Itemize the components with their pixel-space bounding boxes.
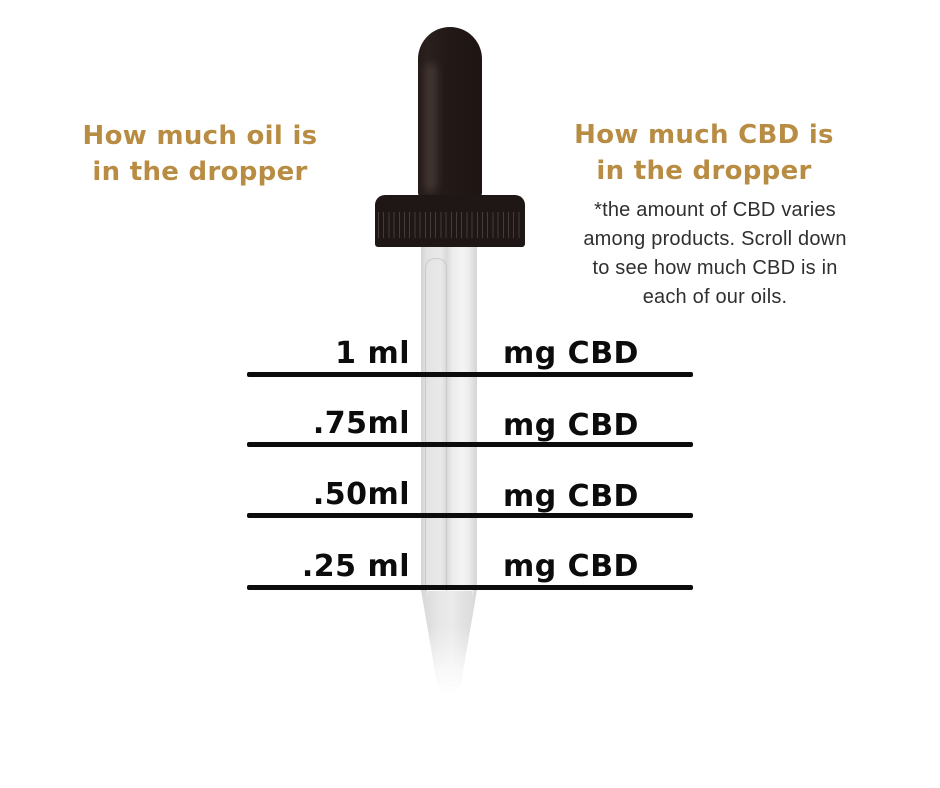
- measurement-line-25ml: [247, 585, 693, 590]
- note-line: among products. Scroll down: [583, 228, 847, 250]
- volume-label-1ml: 1 ml: [335, 336, 410, 371]
- dropper-bulb-highlight: [425, 63, 437, 191]
- dropper-glass-tube: [421, 247, 477, 590]
- cbd-amount-heading: How much CBD is in the dropper: [544, 117, 864, 189]
- cbd-amount-heading-line2: in the dropper: [596, 156, 812, 186]
- oil-amount-heading: How much oil is in the dropper: [40, 118, 360, 190]
- dropper-rubber-bulb: [418, 27, 482, 197]
- note-line: *the amount of CBD varies: [594, 199, 836, 221]
- note-line: each of our oils.: [642, 286, 788, 308]
- dropper-cap-ridges: [378, 212, 522, 238]
- measurement-line-75ml: [247, 442, 693, 447]
- dropper-tip-fade: [398, 628, 502, 702]
- cbd-amount-heading-line1: How much CBD is: [574, 120, 834, 150]
- oil-amount-heading-line2: in the dropper: [92, 157, 308, 187]
- dropper-inner-pipe-outline: [425, 258, 447, 591]
- cbd-amount-label-75ml: mg CBD: [503, 408, 639, 443]
- cbd-amount-label-1ml: mg CBD: [503, 336, 639, 371]
- cbd-amount-label-25ml: mg CBD: [503, 549, 639, 584]
- cbd-variance-note: *the amount of CBD varies among products…: [552, 196, 878, 312]
- oil-amount-heading-line1: How much oil is: [82, 121, 318, 151]
- volume-label-50ml: .50ml: [312, 477, 410, 512]
- dropper-cap: [375, 195, 525, 247]
- cbd-amount-label-50ml: mg CBD: [503, 479, 639, 514]
- volume-label-75ml: .75ml: [312, 406, 410, 441]
- measurement-line-50ml: [247, 513, 693, 518]
- measurement-line-1ml: [247, 372, 693, 377]
- note-line: to see how much CBD is in: [592, 257, 838, 279]
- volume-label-25ml: .25 ml: [301, 549, 410, 584]
